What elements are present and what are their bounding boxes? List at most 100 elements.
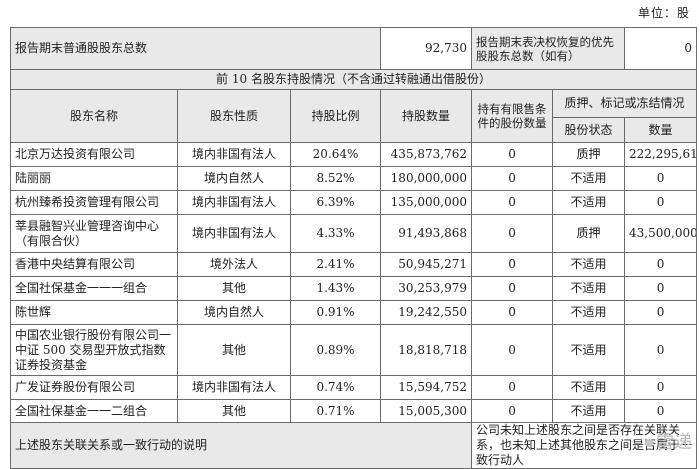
cell-ratio: 0.74%	[289, 375, 382, 400]
cell-ratio: 6.39%	[289, 190, 382, 215]
cell-count: 43,500,000	[624, 214, 698, 253]
cell-qty: 180,000,000	[380, 166, 473, 191]
header-pledge-group: 质押、标记或冻结情况	[552, 89, 698, 118]
header-status: 股份状态	[552, 117, 626, 143]
cell-ratio: 1.43%	[289, 276, 382, 301]
cell-holder-nature: 其他	[177, 399, 291, 423]
common-holders-value: 92,730	[380, 27, 473, 70]
cell-count: 0	[624, 375, 698, 400]
cell-qty: 15,594,752	[380, 375, 473, 400]
cell-status: 不适用	[552, 399, 626, 423]
cell-qty: 435,873,762	[380, 142, 473, 167]
cell-count: 222,295,619	[624, 142, 698, 167]
cell-holder-name: 北京万达投资有限公司	[10, 142, 178, 167]
table-row: 陆丽丽 境内自然人 8.52% 180,000,000 0 不适用 0	[10, 166, 698, 191]
cell-holder-name: 广发证券股份有限公司	[10, 375, 178, 400]
cell-qty: 19,242,550	[380, 300, 473, 325]
cell-holder-nature: 境外法人	[177, 252, 291, 277]
watermark-text: 雷递	[656, 432, 692, 453]
cell-holder-name: 全国社保基金一一一组合	[10, 276, 178, 301]
unit-label: 单位：股	[637, 6, 690, 20]
cell-holder-nature: 境内非国有法人	[177, 375, 291, 400]
cell-ratio: 2.41%	[289, 252, 382, 277]
cell-holder-nature: 境内自然人	[177, 166, 291, 191]
header-name: 股东名称	[10, 89, 178, 143]
cell-restricted: 0	[471, 399, 554, 423]
cell-restricted: 0	[471, 142, 554, 167]
header-nature: 股东性质	[177, 89, 291, 143]
cell-status: 质押	[552, 214, 626, 253]
section-title-row: 前 10 名股东持股情况（不含通过转融通出借股份）	[9, 69, 698, 90]
cell-restricted: 0	[471, 190, 554, 215]
cell-holder-name: 陆丽丽	[10, 166, 178, 191]
cell-qty: 30,253,979	[380, 276, 473, 301]
table-row: 中国农业银行股份有限公司一中证 500 交易型开放式指数证券投资基金 其他 0.89…	[10, 324, 698, 376]
common-holders-label: 报告期末普通股股东总数	[9, 27, 382, 70]
cell-count: 0	[624, 300, 698, 325]
cell-holder-nature: 境内自然人	[177, 300, 291, 325]
footer-label: 上述股东关联关系或一致行动的说明	[9, 422, 473, 469]
footer-row: 上述股东关联关系或一致行动的说明 公司未知上述股东之间是否存在关联关系，也未知上述…	[9, 422, 698, 469]
cell-holder-name: 香港中央结算有限公司	[10, 252, 178, 277]
section-title: 前 10 名股东持股情况（不含通过转融通出借股份）	[9, 69, 698, 90]
cell-qty: 18,818,718	[380, 324, 473, 376]
cell-qty: 135,000,000	[380, 190, 473, 215]
cell-holder-nature: 境内非国有法人	[177, 190, 291, 215]
summary-row: 报告期末普通股股东总数 92,730 报告期末表决权恢复的优先股股东总数（如有）…	[9, 27, 698, 70]
table-row: 全国社保基金一一一组合 其他 1.43% 30,253,979 0 不适用 0	[10, 276, 698, 301]
cell-ratio: 20.64%	[289, 142, 382, 167]
cell-restricted: 0	[471, 166, 554, 191]
cell-restricted: 0	[471, 276, 554, 301]
cell-status: 不适用	[552, 276, 626, 301]
cell-count: 0	[624, 324, 698, 376]
watermark: 雷递	[645, 428, 692, 454]
cell-status: 质押	[552, 142, 626, 167]
cell-qty: 15,005,300	[380, 399, 473, 423]
cell-qty: 50,945,271	[380, 252, 473, 277]
header-ratio: 持股比例	[289, 89, 382, 143]
cell-count: 0	[624, 399, 698, 423]
header-restricted: 持有有限售条件的股份数量	[471, 89, 554, 143]
cell-status: 不适用	[552, 300, 626, 325]
cell-holder-name: 全国社保基金一一二组合	[10, 399, 178, 423]
cell-holder-nature: 其他	[177, 276, 291, 301]
table-row: 香港中央结算有限公司 境外法人 2.41% 50,945,271 0 不适用 0	[10, 252, 698, 277]
header-row-2: 股份状态 数量	[11, 117, 698, 143]
cell-restricted: 0	[471, 214, 554, 253]
cell-status: 不适用	[552, 190, 626, 215]
cell-status: 不适用	[552, 252, 626, 277]
cell-status: 不适用	[552, 166, 626, 191]
table-row: 全国社保基金一一二组合 其他 0.71% 15,005,300 0 不适用 0	[10, 399, 698, 423]
table-row: 北京万达投资有限公司 境内非国有法人 20.64% 435,873,762 0 质押 222…	[10, 142, 698, 167]
cell-holder-name: 杭州臻希投资管理有限公司	[10, 190, 178, 215]
cell-restricted: 0	[471, 324, 554, 376]
cell-holder-nature: 其他	[177, 324, 291, 376]
cell-ratio: 0.89%	[289, 324, 382, 376]
cell-holder-nature: 境内非国有法人	[177, 214, 291, 253]
header-qty: 持股数量	[380, 89, 473, 143]
cell-qty: 91,493,868	[380, 214, 473, 253]
cell-ratio: 0.71%	[289, 399, 382, 423]
cell-ratio: 4.33%	[289, 214, 382, 253]
cell-restricted: 0	[471, 252, 554, 277]
table-row: 杭州臻希投资管理有限公司 境内非国有法人 6.39% 135,000,000 0 不适用 0	[10, 190, 698, 215]
cell-count: 0	[624, 252, 698, 277]
watermark-logo-icon	[645, 439, 653, 447]
header-row-1: 股东名称 股东性质 持股比例 持股数量 持有有限售条件的股份数量 质押、标记或冻…	[10, 89, 698, 143]
cell-ratio: 0.91%	[289, 300, 382, 325]
header-count: 数量	[624, 117, 698, 143]
table-row: 陈世辉 境内自然人 0.91% 19,242,550 0 不适用 0	[10, 300, 698, 325]
cell-holder-name: 莘县融智兴业管理咨询中心（有限合伙）	[10, 214, 178, 253]
preferred-holders-value: 0	[624, 27, 698, 70]
cell-status: 不适用	[552, 375, 626, 400]
cell-ratio: 8.52%	[289, 166, 382, 191]
cell-restricted: 0	[471, 375, 554, 400]
cell-count: 0	[624, 166, 698, 191]
cell-holder-name: 陈世辉	[10, 300, 178, 325]
shareholder-table: 报告期末普通股股东总数 92,730 报告期末表决权恢复的优先股股东总数（如有）…	[9, 27, 698, 469]
cell-holder-name: 中国农业银行股份有限公司一中证 500 交易型开放式指数证券投资基金	[10, 324, 178, 376]
cell-status: 不适用	[552, 324, 626, 376]
cell-holder-nature: 境内非国有法人	[177, 142, 291, 167]
cell-count: 0	[624, 276, 698, 301]
table-row: 广发证券股份有限公司 境内非国有法人 0.74% 15,594,752 0 不适用 0	[10, 375, 698, 400]
